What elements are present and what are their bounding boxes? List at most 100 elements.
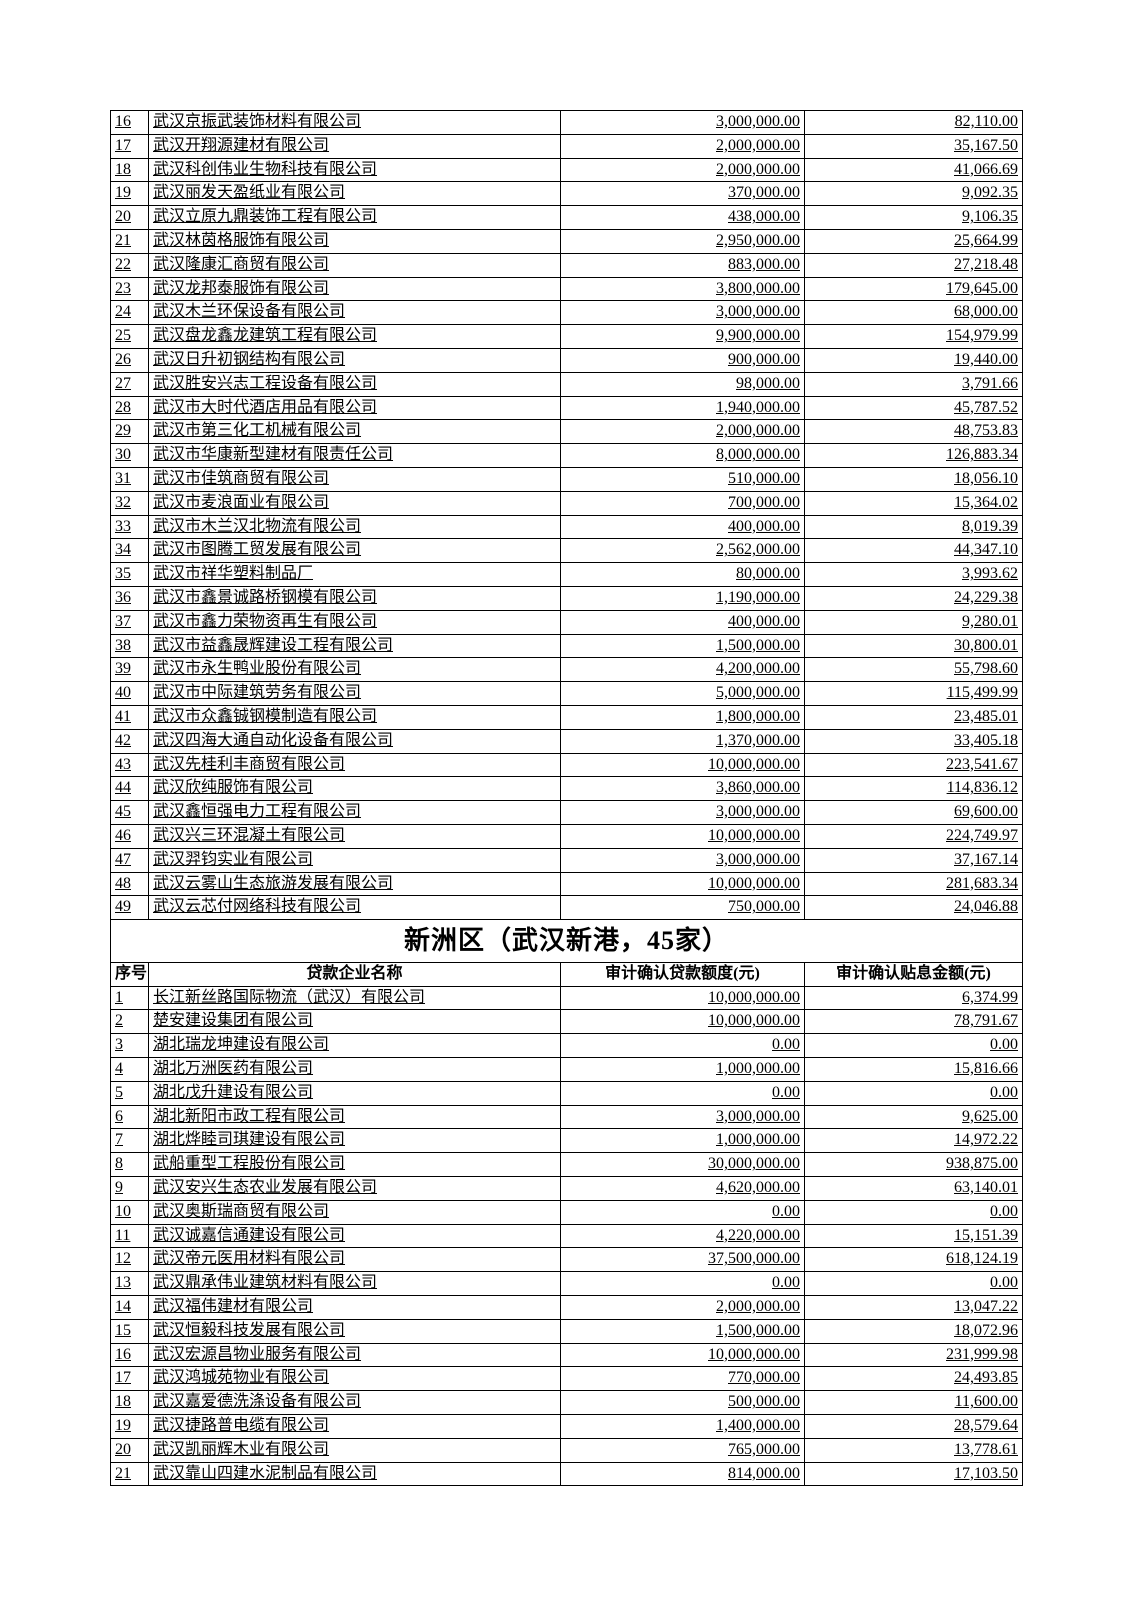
interest-amount: 9,106.35 bbox=[805, 206, 1023, 230]
row-index: 2 bbox=[111, 1010, 149, 1034]
interest-amount: 281,683.34 bbox=[805, 872, 1023, 896]
loan-amount: 1,400,000.00 bbox=[561, 1415, 805, 1439]
table-row: 25武汉盘龙鑫龙建筑工程有限公司9,900,000.00154,979.99 bbox=[111, 325, 1023, 349]
table-row: 36武汉市鑫景诚路桥钢模有限公司1,190,000.0024,229.38 bbox=[111, 586, 1023, 610]
table-header-row: 序号 贷款企业名称 审计确认贷款额度(元) 审计确认贴息金额(元) bbox=[111, 962, 1023, 986]
row-index: 17 bbox=[111, 134, 149, 158]
company-name: 武汉宏源昌物业服务有限公司 bbox=[149, 1343, 561, 1367]
company-name: 武汉市麦浪面业有限公司 bbox=[149, 491, 561, 515]
row-index: 20 bbox=[111, 1438, 149, 1462]
loan-amount: 0.00 bbox=[561, 1081, 805, 1105]
table-row: 42武汉四海大通自动化设备有限公司1,370,000.0033,405.18 bbox=[111, 729, 1023, 753]
header-amount: 审计确认贷款额度(元) bbox=[561, 962, 805, 986]
company-name: 湖北戊升建设有限公司 bbox=[149, 1081, 561, 1105]
row-index: 42 bbox=[111, 729, 149, 753]
interest-amount: 9,280.01 bbox=[805, 610, 1023, 634]
company-name: 武汉先桂利丰商贸有限公司 bbox=[149, 753, 561, 777]
table-row: 35武汉市祥华塑料制品厂80,000.003,993.62 bbox=[111, 563, 1023, 587]
loan-amount: 750,000.00 bbox=[561, 896, 805, 920]
table-row: 19武汉捷路普电缆有限公司1,400,000.0028,579.64 bbox=[111, 1415, 1023, 1439]
company-name: 湖北瑞龙坤建设有限公司 bbox=[149, 1034, 561, 1058]
company-name: 武汉日升初钢结构有限公司 bbox=[149, 348, 561, 372]
row-index: 43 bbox=[111, 753, 149, 777]
table-row: 31武汉市佳筑商贸有限公司510,000.0018,056.10 bbox=[111, 467, 1023, 491]
company-name: 武汉市图腾工贸发展有限公司 bbox=[149, 539, 561, 563]
row-index: 33 bbox=[111, 515, 149, 539]
row-index: 26 bbox=[111, 348, 149, 372]
interest-amount: 25,664.99 bbox=[805, 229, 1023, 253]
row-index: 34 bbox=[111, 539, 149, 563]
table-row: 5湖北戊升建设有限公司0.000.00 bbox=[111, 1081, 1023, 1105]
company-name: 武汉奥斯瑞商贸有限公司 bbox=[149, 1200, 561, 1224]
interest-amount: 0.00 bbox=[805, 1200, 1023, 1224]
company-name: 武汉嘉爱德洗涤设备有限公司 bbox=[149, 1391, 561, 1415]
table-row: 39武汉市永生鸭业股份有限公司4,200,000.0055,798.60 bbox=[111, 658, 1023, 682]
company-name: 武船重型工程股份有限公司 bbox=[149, 1153, 561, 1177]
row-index: 9 bbox=[111, 1177, 149, 1201]
loan-amount: 10,000,000.00 bbox=[561, 872, 805, 896]
interest-amount: 115,499.99 bbox=[805, 682, 1023, 706]
interest-amount: 114,836.12 bbox=[805, 777, 1023, 801]
loan-amount: 3,000,000.00 bbox=[561, 801, 805, 825]
company-name: 武汉科创伟业生物科技有限公司 bbox=[149, 158, 561, 182]
table-row: 10武汉奥斯瑞商贸有限公司0.000.00 bbox=[111, 1200, 1023, 1224]
interest-amount: 231,999.98 bbox=[805, 1343, 1023, 1367]
loan-amount: 2,000,000.00 bbox=[561, 420, 805, 444]
loan-amount: 2,000,000.00 bbox=[561, 158, 805, 182]
interest-amount: 69,600.00 bbox=[805, 801, 1023, 825]
table-row: 46武汉兴三环混凝土有限公司10,000,000.00224,749.97 bbox=[111, 824, 1023, 848]
loan-amount: 1,800,000.00 bbox=[561, 705, 805, 729]
row-index: 46 bbox=[111, 824, 149, 848]
interest-amount: 3,791.66 bbox=[805, 372, 1023, 396]
loan-amount: 4,200,000.00 bbox=[561, 658, 805, 682]
company-name: 武汉立原九鼎装饰工程有限公司 bbox=[149, 206, 561, 230]
row-index: 18 bbox=[111, 1391, 149, 1415]
row-index: 4 bbox=[111, 1058, 149, 1082]
interest-amount: 13,778.61 bbox=[805, 1438, 1023, 1462]
table-row: 16武汉宏源昌物业服务有限公司10,000,000.00231,999.98 bbox=[111, 1343, 1023, 1367]
loan-amount: 3,000,000.00 bbox=[561, 848, 805, 872]
table-row: 16武汉京振武装饰材料有限公司3,000,000.0082,110.00 bbox=[111, 111, 1023, 135]
row-index: 19 bbox=[111, 1415, 149, 1439]
interest-amount: 224,749.97 bbox=[805, 824, 1023, 848]
company-name: 武汉市祥华塑料制品厂 bbox=[149, 563, 561, 587]
interest-amount: 6,374.99 bbox=[805, 986, 1023, 1010]
interest-amount: 938,875.00 bbox=[805, 1153, 1023, 1177]
row-index: 37 bbox=[111, 610, 149, 634]
company-name: 武汉福伟建材有限公司 bbox=[149, 1296, 561, 1320]
interest-amount: 33,405.18 bbox=[805, 729, 1023, 753]
company-name: 武汉市众鑫铖钢模制造有限公司 bbox=[149, 705, 561, 729]
row-index: 18 bbox=[111, 158, 149, 182]
company-name: 武汉市鑫力荣物资再生有限公司 bbox=[149, 610, 561, 634]
row-index: 36 bbox=[111, 586, 149, 610]
row-index: 39 bbox=[111, 658, 149, 682]
interest-amount: 68,000.00 bbox=[805, 301, 1023, 325]
interest-amount: 126,883.34 bbox=[805, 444, 1023, 468]
interest-amount: 48,753.83 bbox=[805, 420, 1023, 444]
table-row: 47武汉羿钧实业有限公司3,000,000.0037,167.14 bbox=[111, 848, 1023, 872]
interest-amount: 24,493.85 bbox=[805, 1367, 1023, 1391]
loan-amount: 1,940,000.00 bbox=[561, 396, 805, 420]
interest-amount: 23,485.01 bbox=[805, 705, 1023, 729]
table-row: 21武汉靠山四建水泥制品有限公司814,000.0017,103.50 bbox=[111, 1462, 1023, 1486]
interest-amount: 11,600.00 bbox=[805, 1391, 1023, 1415]
company-name: 武汉市鑫景诚路桥钢模有限公司 bbox=[149, 586, 561, 610]
row-index: 47 bbox=[111, 848, 149, 872]
row-index: 12 bbox=[111, 1248, 149, 1272]
row-index: 35 bbox=[111, 563, 149, 587]
row-index: 16 bbox=[111, 111, 149, 135]
row-index: 7 bbox=[111, 1129, 149, 1153]
interest-amount: 82,110.00 bbox=[805, 111, 1023, 135]
interest-amount: 17,103.50 bbox=[805, 1462, 1023, 1486]
table-row: 27武汉胜安兴志工程设备有限公司98,000.003,791.66 bbox=[111, 372, 1023, 396]
loan-amount: 370,000.00 bbox=[561, 182, 805, 206]
row-index: 40 bbox=[111, 682, 149, 706]
loan-amount: 1,000,000.00 bbox=[561, 1058, 805, 1082]
row-index: 49 bbox=[111, 896, 149, 920]
interest-amount: 24,229.38 bbox=[805, 586, 1023, 610]
company-name: 武汉帝元医用材料有限公司 bbox=[149, 1248, 561, 1272]
company-name: 武汉木兰环保设备有限公司 bbox=[149, 301, 561, 325]
loan-amount: 37,500,000.00 bbox=[561, 1248, 805, 1272]
interest-amount: 0.00 bbox=[805, 1272, 1023, 1296]
row-index: 13 bbox=[111, 1272, 149, 1296]
